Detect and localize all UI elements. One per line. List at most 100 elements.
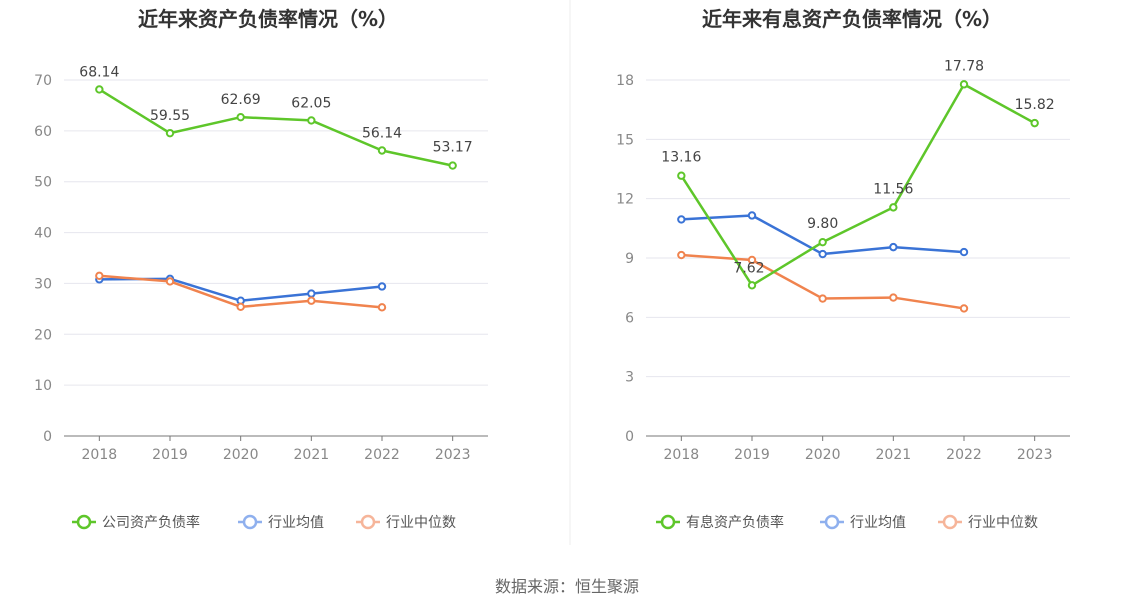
series-3 [677, 250, 969, 313]
data-label: 53.17 [433, 140, 473, 156]
series-1: 13.16 7.62 9.80 11.56 17.78 15.82 [661, 58, 1055, 290]
legend-item-1[interactable]: 公司资产负债率 [72, 514, 200, 531]
data-point [747, 255, 757, 265]
data-label: 68.14 [79, 64, 119, 80]
y-tick-label: 6 [625, 310, 634, 326]
y-tick-label: 0 [43, 429, 52, 445]
legend-marker [360, 514, 376, 530]
x-tick-label: 2018 [664, 447, 700, 463]
series-line [680, 83, 1036, 287]
legend-item-2[interactable]: 行业均值 [238, 514, 324, 531]
y-tick-label: 12 [616, 192, 634, 208]
data-point [959, 304, 969, 313]
data-label: 15.82 [1015, 97, 1055, 113]
x-tick-label: 2019 [734, 447, 770, 463]
data-label: 11.56 [873, 181, 913, 197]
x-tick-label: 2019 [152, 447, 188, 463]
data-point [889, 203, 898, 212]
y-tick-label: 15 [616, 132, 634, 148]
legend-label: 行业中位数 [968, 515, 1038, 531]
data-label: 56.14 [362, 125, 402, 141]
data-label: 9.80 [807, 216, 838, 232]
x-tick-label: 2021 [876, 447, 912, 463]
y-tick-label: 3 [625, 370, 634, 386]
y-tick-label: 60 [34, 124, 52, 140]
legend-item-2[interactable]: 行业均值 [820, 514, 906, 531]
chart-title: 近年来有息资产负债率情况（%） [702, 7, 1002, 31]
data-point [747, 211, 757, 220]
chart-panel-2: 近年来有息资产负债率情况（%） 0 3 6 9 12 15 18 2018 2019 2020 202… [616, 7, 1070, 531]
x-tick-label: 2022 [946, 447, 982, 463]
y-tick-label: 30 [34, 276, 52, 292]
legend-marker [242, 514, 258, 530]
y-tick-label: 9 [625, 251, 634, 267]
data-point [165, 128, 175, 138]
data-point [1030, 118, 1039, 128]
legend-marker [942, 514, 958, 530]
legend-label: 有息资产负债率 [686, 514, 784, 531]
data-point [165, 277, 175, 286]
y-tick-label: 0 [625, 429, 634, 445]
x-tick-label: 2020 [223, 447, 259, 463]
data-point [95, 85, 104, 94]
data-point [677, 215, 686, 224]
x-tick-label: 2020 [805, 447, 841, 463]
data-point [236, 112, 245, 122]
legend-label: 行业均值 [268, 515, 324, 531]
data-point [818, 237, 827, 247]
legend-label: 行业中位数 [386, 515, 456, 531]
legend-marker [824, 514, 840, 530]
legend-item-3[interactable]: 行业中位数 [356, 514, 456, 531]
legend-marker [660, 514, 676, 530]
data-point [377, 146, 387, 155]
data-point [818, 294, 827, 303]
legend-marker [76, 514, 92, 530]
x-tick-label: 2023 [435, 447, 471, 463]
series-1: 68.14 59.55 62.69 62.05 56.14 53.17 [79, 64, 473, 170]
data-point [747, 281, 757, 290]
data-point [677, 171, 686, 180]
data-point [889, 242, 898, 252]
y-tick-label: 50 [34, 175, 52, 191]
data-point [307, 296, 316, 305]
chart-panel-1: 近年来资产负债率情况（%） 0 10 20 30 40 50 60 70 2018 2019 2020… [34, 7, 488, 531]
data-point [818, 249, 827, 259]
data-point [95, 271, 104, 280]
series-2 [677, 211, 969, 259]
data-point [307, 289, 316, 298]
x-tick-label: 2018 [82, 447, 118, 463]
legend-item-1[interactable]: 有息资产负债率 [656, 514, 784, 531]
data-label: 13.16 [661, 150, 701, 166]
legend-label: 公司资产负债率 [102, 514, 200, 531]
data-label: 17.78 [944, 58, 984, 74]
legend-label: 行业均值 [850, 515, 906, 531]
x-tick-label: 2021 [294, 447, 330, 463]
x-tick-label: 2022 [364, 447, 400, 463]
data-label: 7.62 [733, 260, 764, 276]
data-point [377, 303, 387, 312]
data-point [377, 282, 387, 291]
data-point [307, 116, 316, 125]
legend-item-3[interactable]: 行业中位数 [938, 514, 1038, 531]
data-point [889, 293, 898, 302]
data-point [448, 161, 457, 170]
data-point [959, 80, 969, 89]
data-label: 62.05 [291, 95, 331, 111]
data-label: 62.69 [221, 92, 261, 108]
series-line [98, 88, 453, 167]
y-tick-label: 40 [34, 226, 52, 242]
data-label: 59.55 [150, 108, 190, 124]
chart-title: 近年来资产负债率情况（%） [138, 7, 398, 31]
data-point [236, 302, 245, 312]
x-tick-label: 2023 [1017, 447, 1053, 463]
y-tick-label: 10 [34, 378, 52, 394]
y-tick-label: 70 [34, 73, 52, 89]
data-source-text: 数据来源：恒生聚源 [495, 577, 639, 596]
data-point [959, 247, 969, 257]
y-tick-label: 20 [34, 327, 52, 343]
series-3 [95, 271, 387, 312]
data-point [677, 250, 686, 260]
y-tick-label: 18 [616, 73, 634, 89]
